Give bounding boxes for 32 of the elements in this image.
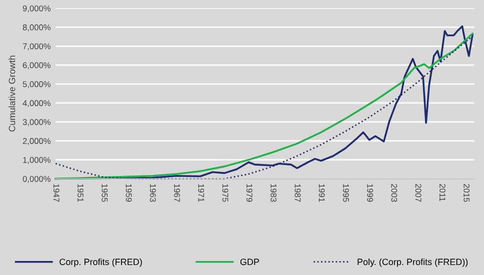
y-tick-label: 9,000% [22, 5, 51, 12]
x-tick-label: 1971 [198, 184, 204, 202]
x-tick-label: 1947 [53, 184, 60, 202]
x-tick-label: 2003 [391, 184, 398, 202]
legend-label: Poly. (Corp. Profits (FRED)) [358, 258, 468, 267]
x-tick-label: 2007 [415, 184, 422, 202]
legend-label: Corp. Profits (FRED) [60, 258, 142, 267]
x-tick-label: 1991 [318, 184, 325, 202]
x-tick-label: 1987 [294, 184, 301, 202]
x-tick-label: 1963 [150, 184, 156, 202]
x-tick-label: 1979 [246, 184, 252, 202]
y-tick-label: 7,000% [22, 43, 51, 50]
x-tick-label: 1983 [270, 184, 276, 202]
x-tick-label: 1967 [174, 184, 180, 202]
y-axis-title: Cumulative Growth [8, 56, 16, 132]
x-tick-label: 1951 [78, 184, 84, 202]
x-tick-label: 2015 [464, 184, 470, 202]
y-tick-label: 2,000% [22, 138, 51, 145]
x-tick-label: 1999 [367, 184, 374, 202]
legend-label: GDP [240, 258, 260, 266]
x-tick-label: 2011 [440, 184, 446, 202]
x-tick-label: 1975 [222, 184, 228, 202]
y-tick-label: 3,000% [22, 119, 51, 126]
y-tick-label: 1,000% [23, 157, 51, 164]
x-tick-label: 1959 [126, 184, 132, 202]
x-tick-label: 1995 [342, 184, 349, 202]
y-tick-label: 4,000% [22, 100, 51, 108]
y-tick-label: 5,000% [22, 81, 51, 88]
y-tick-label: 8,000% [22, 24, 51, 32]
y-tick-label: 0,000% [22, 176, 51, 183]
y-tick-label: 6,000% [22, 62, 51, 70]
x-tick-label: 1955 [102, 184, 108, 202]
